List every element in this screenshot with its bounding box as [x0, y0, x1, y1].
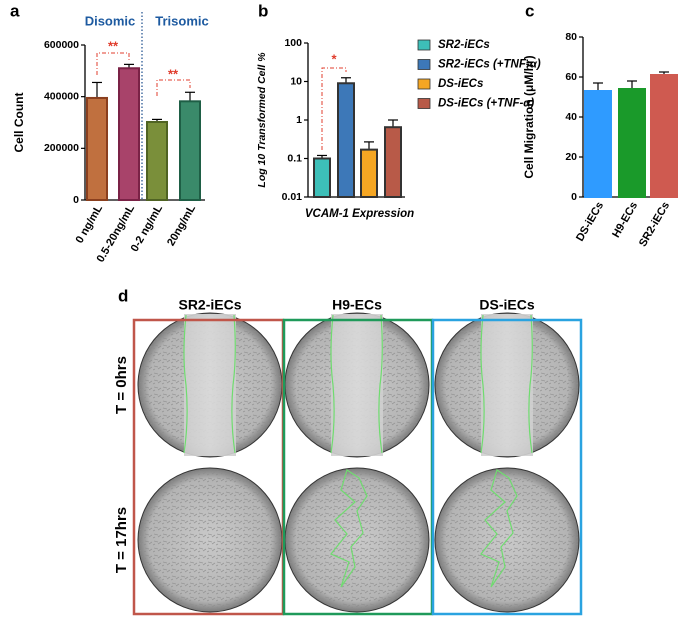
scratch	[481, 314, 533, 456]
x-tick-label: 20ng/mL	[165, 203, 198, 248]
y-tick-label: 0.1	[287, 152, 302, 164]
sig-bracket	[321, 67, 347, 150]
x-tick-label: SR2-iECs	[637, 200, 672, 249]
bar	[313, 157, 331, 198]
bar	[86, 96, 108, 201]
column-title: H9-ECs	[332, 297, 382, 313]
y-tick-label: 10	[290, 75, 302, 87]
legend-label: DS-iECs (+TNF-α)	[438, 98, 534, 110]
y-tick-label: 600000	[44, 39, 79, 51]
annotation: **	[168, 66, 179, 81]
x-tick-label: 0 ng/mL	[74, 203, 106, 246]
annotation: *	[331, 51, 337, 66]
row-label: T = 0hrs	[113, 356, 130, 414]
y-axis-label: Cell Migration (μM/hr)	[522, 55, 536, 178]
legend-swatch	[417, 78, 431, 90]
annotation: **	[108, 38, 119, 53]
scratch-edge	[480, 469, 518, 588]
scratch-edge	[330, 314, 383, 454]
scratch-edge	[480, 314, 533, 454]
panel-d: d SR2-iECs H9-ECs DS-iECs T = 0hrs T = 1…	[113, 286, 583, 616]
group-label: Trisomic	[155, 13, 208, 28]
frame	[431, 318, 583, 616]
bar	[179, 100, 201, 201]
bar	[337, 82, 355, 198]
legend-swatch	[417, 98, 431, 109]
bar	[650, 74, 678, 198]
group-label: Disomic	[85, 13, 136, 28]
y-tick-label: 60	[565, 71, 577, 83]
panel-label: a	[10, 1, 20, 20]
bar	[584, 90, 612, 198]
sig-bracket	[96, 52, 130, 75]
scratch	[331, 314, 383, 456]
bar	[118, 67, 140, 201]
bar	[618, 88, 646, 198]
y-tick-label: 1	[296, 114, 302, 126]
bar	[360, 148, 378, 198]
x-tick-label: DS-iECs	[574, 200, 606, 244]
legend-swatch	[417, 39, 431, 51]
scratch-edge	[330, 469, 368, 588]
column-title: SR2-iECs	[178, 297, 241, 313]
cell-texture	[139, 469, 281, 611]
y-tick-label: 100	[284, 37, 302, 49]
legend-label: SR2-iECs	[438, 39, 490, 51]
panel-label: d	[118, 286, 128, 305]
y-tick-label: 0	[571, 191, 577, 203]
panel-label: c	[525, 1, 534, 20]
x-tick-label: H9-ECs	[610, 200, 640, 240]
y-axis-label: Log 10 Transformed Cell %	[256, 52, 268, 188]
scratch-edge	[183, 314, 236, 454]
y-tick-label: 0	[73, 194, 79, 206]
legend-label: DS-iECs	[438, 78, 483, 90]
y-tick-label: 40	[565, 111, 577, 123]
panel-label: b	[258, 1, 268, 20]
micrographs	[137, 312, 580, 613]
y-tick-label: 20	[565, 151, 577, 163]
legend-swatch	[417, 59, 431, 70]
x-axis-label: VCAM-1 Expression	[305, 208, 414, 220]
bar	[146, 120, 168, 201]
scratch	[184, 314, 236, 456]
legend-label: SR2-iECs (+TNF-α)	[438, 59, 541, 71]
sig-bracket	[156, 79, 191, 96]
column-title: DS-iECs	[479, 297, 534, 313]
y-tick-label: 0.01	[282, 191, 303, 203]
y-tick-label: 200000	[44, 142, 79, 154]
y-axis-label: Cell Count	[12, 93, 26, 153]
y-tick-label: 80	[565, 31, 577, 43]
bar	[384, 126, 402, 198]
y-tick-label: 400000	[44, 90, 79, 102]
row-label: T = 17hrs	[113, 507, 130, 573]
